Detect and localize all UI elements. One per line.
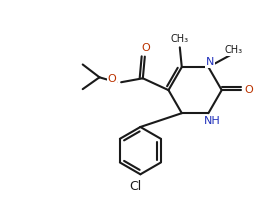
Text: N: N: [206, 57, 215, 67]
Text: CH₃: CH₃: [171, 34, 189, 45]
Text: O: O: [244, 85, 253, 95]
Text: O: O: [142, 43, 150, 53]
Text: Cl: Cl: [129, 180, 142, 193]
Text: O: O: [107, 74, 116, 84]
Text: CH₃: CH₃: [225, 45, 243, 55]
Text: NH: NH: [204, 116, 221, 126]
